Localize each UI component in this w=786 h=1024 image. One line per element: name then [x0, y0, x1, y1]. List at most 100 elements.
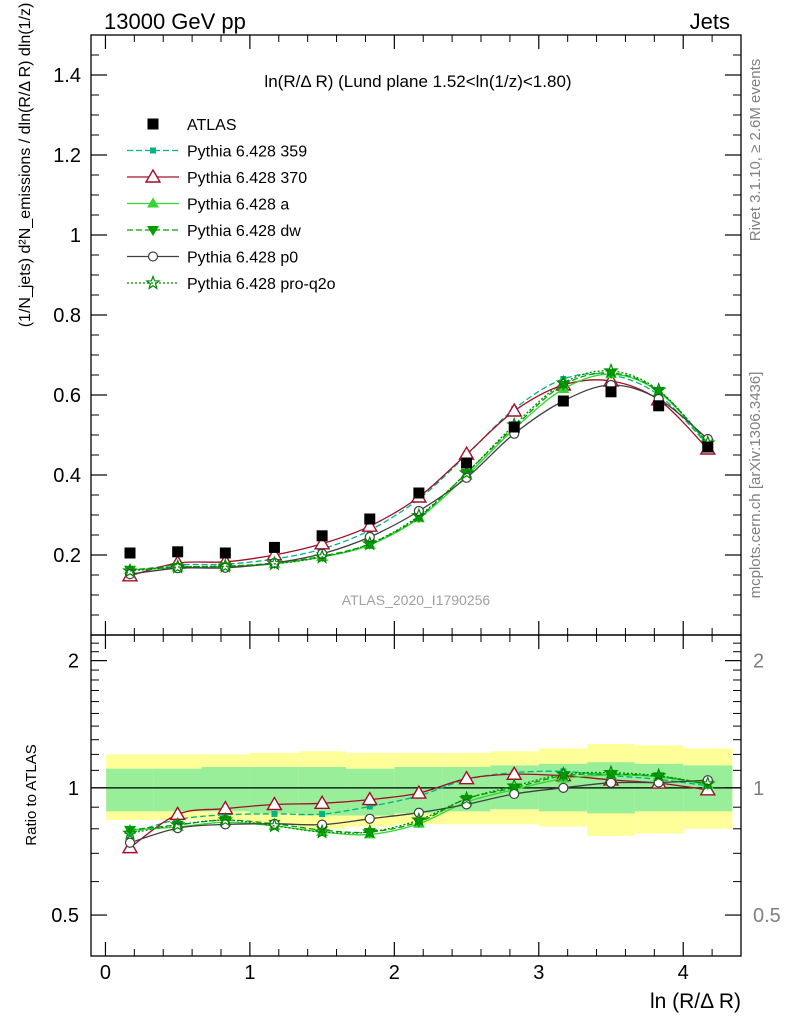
series-marker-5 [555, 374, 572, 390]
ratio-marker-0 [319, 811, 326, 818]
ratio-marker-1 [410, 784, 428, 799]
ratio-marker-1 [361, 791, 378, 806]
analysis-label: ATLAS_2020_I1790256 [342, 592, 491, 608]
ratio-marker-4 [702, 775, 713, 786]
ratio-panel-frame [90, 634, 742, 957]
ratio-marker-3 [363, 827, 376, 838]
x-tick-label: 0 [100, 962, 111, 984]
main-panel [121, 362, 716, 582]
legend-marker-3 [147, 226, 159, 236]
series-line-4 [129, 384, 709, 575]
ratio-marker-5 [458, 790, 475, 806]
series-marker-5 [361, 535, 378, 551]
series-marker-5 [314, 548, 330, 564]
ratio-marker-5 [555, 765, 572, 781]
legend-marker-0 [150, 147, 156, 154]
ratio-y-tick-label: 2 [68, 651, 79, 673]
ratio-y-tick-label: 0.5 [51, 905, 79, 927]
legend-label-2: Pythia 6.428 a [187, 197, 289, 214]
ratio-y-tick-label-right: 0.5 [753, 905, 781, 927]
series-marker-5 [122, 562, 138, 578]
ratio-marker-4 [124, 837, 136, 848]
series-marker-5 [169, 558, 186, 574]
uncertainty-band-inner [153, 768, 202, 812]
ratio-y-tick-label-right: 2 [753, 651, 764, 673]
ratio-marker-5 [314, 823, 330, 839]
series-line-2 [129, 373, 709, 571]
series-marker-5 [458, 464, 475, 480]
y-axis-label-main: (1/N_jets) d²N_emissions / dln(R/Δ R) dl… [17, 3, 34, 328]
data-point [124, 547, 136, 559]
ratio-marker-0 [366, 803, 373, 810]
legend-label-3: Pythia 6.428 dw [187, 223, 301, 240]
x-tick-label: 4 [678, 962, 689, 984]
header-right: Jets [690, 9, 730, 34]
y-tick-label: 1.4 [53, 65, 81, 87]
ratio-marker-5 [411, 811, 427, 827]
y-tick-label: 1 [70, 225, 81, 247]
legend-marker-1 [144, 168, 162, 183]
ratio-marker-5 [650, 767, 667, 783]
x-tick-label: 3 [533, 962, 544, 984]
y-tick-label: 0.8 [53, 305, 81, 327]
series-marker-5 [411, 507, 427, 523]
legend-marker-5 [145, 274, 161, 290]
ratio-marker-5 [122, 825, 138, 841]
series-marker-5 [266, 555, 283, 571]
rivet-version-label: Rivet 3.1.10, ≥ 2.6M events [747, 59, 764, 242]
ratio-y-tick-label: 1 [68, 778, 79, 800]
axes: 0 1 2 3 4 0.2 0.4 0.6 0.8 1 1.2 1.4 0.5 0.5 1 1 2 2 [51, 35, 781, 984]
legend-marker-2 [147, 197, 159, 208]
ratio-marker-5 [266, 817, 283, 833]
legend-label-1: Pythia 6.428 370 [187, 170, 307, 187]
data-point [702, 441, 714, 453]
ratio-marker-5 [506, 777, 523, 793]
legend-label-5: Pythia 6.428 pro-q2o [187, 276, 336, 293]
x-tick-label: 1 [244, 962, 255, 984]
x-tick-label: 2 [389, 962, 400, 984]
series-marker-5 [217, 557, 234, 573]
y-tick-label: 0.4 [53, 465, 81, 487]
series-marker-1 [506, 402, 523, 417]
data-point [219, 547, 231, 559]
legend-label-0: Pythia 6.428 359 [187, 144, 307, 161]
ratio-marker-0 [271, 810, 278, 817]
y-tick-label: 0.6 [53, 385, 81, 407]
ratio-marker-4 [364, 813, 375, 824]
legend-label-4: Pythia 6.428 p0 [187, 250, 298, 267]
legend-marker-data [147, 118, 159, 130]
data-point [653, 400, 665, 412]
ratio-marker-3 [124, 825, 136, 836]
data-point [461, 457, 473, 469]
x-axis-label: ln (R/Δ R) [650, 990, 741, 1013]
ratio-y-tick-label-right: 1 [753, 778, 764, 800]
data-point [268, 541, 280, 553]
ratio-marker-5 [699, 775, 716, 791]
ratio-marker-5 [169, 816, 186, 832]
ratio-marker-1 [458, 770, 475, 785]
series-line-1 [129, 379, 709, 577]
ratio-marker-5 [217, 811, 234, 827]
legend-label-data: ATLAS [187, 117, 237, 134]
series-marker-3 [652, 387, 665, 397]
chart-title: ln(R/Δ R) (Lund plane 1.52<ln(1/z)<1.80) [264, 72, 571, 91]
ratio-marker-5 [361, 823, 378, 839]
ratio-panel [91, 743, 741, 854]
series-marker-4 [172, 563, 183, 574]
series-marker-5 [603, 362, 619, 378]
series-line-3 [129, 372, 709, 571]
ratio-marker-1 [266, 796, 283, 811]
data-point [605, 386, 617, 398]
y-axis-label-ratio: Ratio to ATLAS [23, 744, 40, 845]
series-line-0 [129, 372, 709, 572]
ratio-marker-1 [313, 794, 331, 809]
y-tick-label: 1.2 [53, 145, 81, 167]
data-point [508, 421, 520, 433]
data-point [316, 530, 328, 542]
data-point [413, 487, 425, 499]
ratio-marker-5 [603, 764, 619, 780]
series-line-5 [129, 370, 709, 572]
data-point [557, 395, 569, 407]
data-point [364, 513, 376, 525]
